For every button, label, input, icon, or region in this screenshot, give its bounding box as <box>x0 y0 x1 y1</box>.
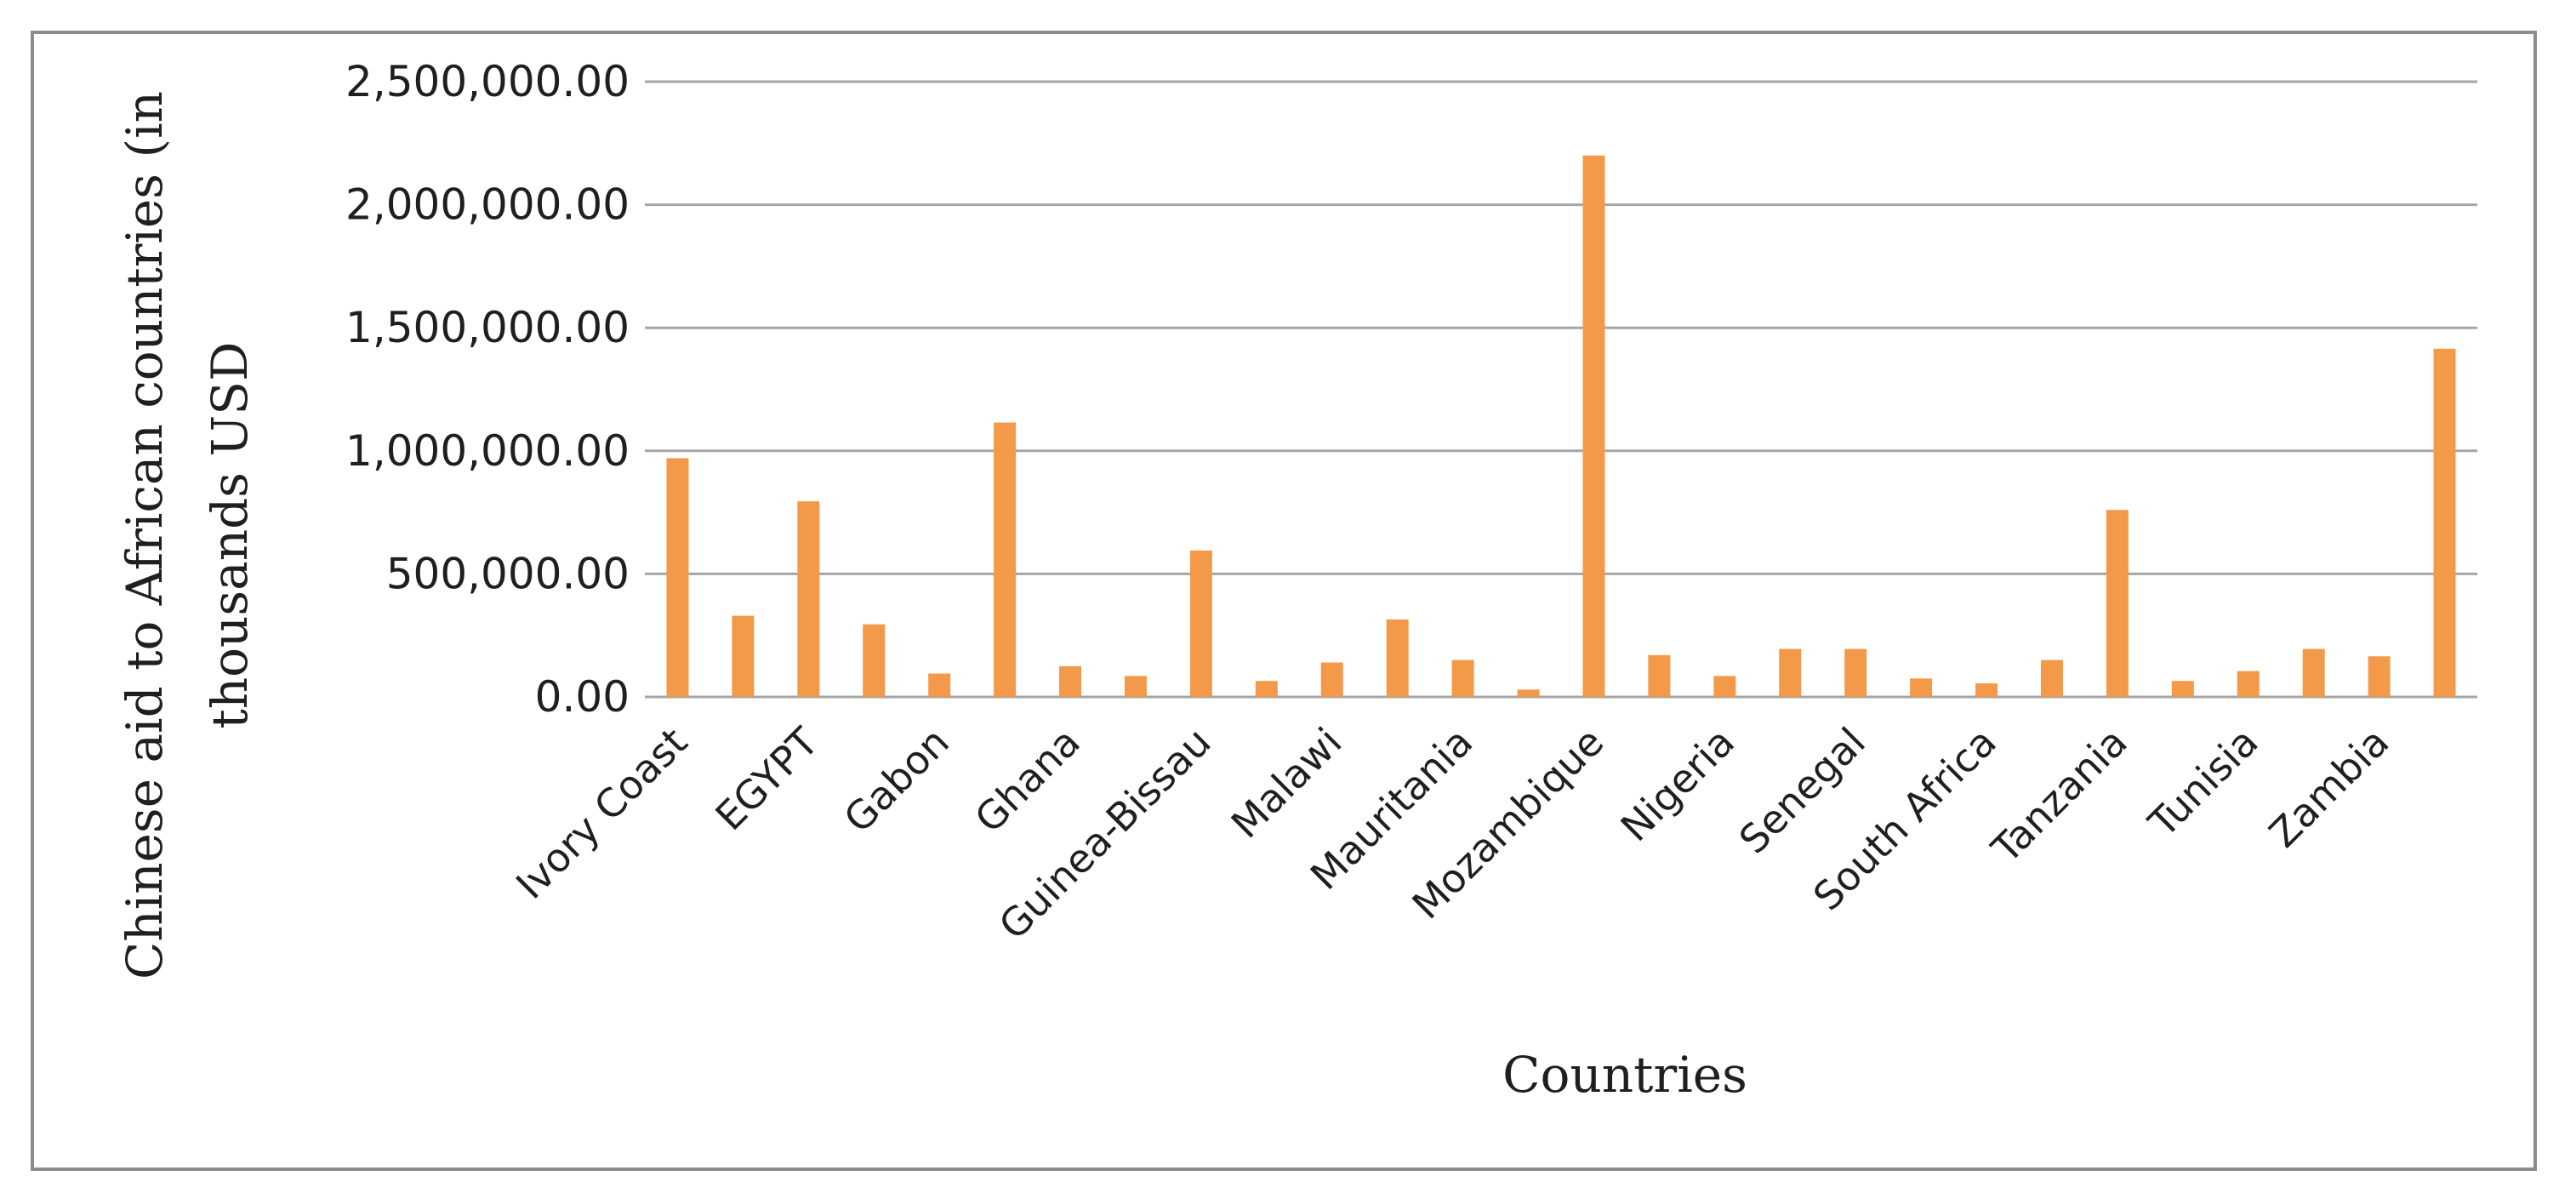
bar <box>994 422 1017 697</box>
bar <box>1910 678 1933 697</box>
bar <box>797 501 820 697</box>
y-axis-title-line-1: Chinese aid to African countries (in <box>116 91 174 979</box>
x-tick-label: Tanzania <box>1982 719 2136 873</box>
bars <box>666 155 2456 697</box>
bar <box>1582 155 1605 697</box>
bar <box>2368 656 2391 697</box>
x-tick-label: Nigeria <box>1612 719 1744 851</box>
bar <box>1189 550 1212 697</box>
bar <box>666 458 689 697</box>
x-tick-label: Ghana <box>966 719 1088 842</box>
bar <box>2433 348 2456 697</box>
x-axis-title: Countries <box>1502 1046 1747 1104</box>
y-tick-label: 500,000.00 <box>386 549 630 598</box>
y-tick-label: 1,500,000.00 <box>345 303 630 352</box>
x-tick-label: EGYPT <box>706 718 827 839</box>
bar <box>1713 676 1736 697</box>
x-tick-label: Zambia <box>2260 719 2398 857</box>
bar <box>732 615 755 697</box>
y-tick-label: 2,000,000.00 <box>345 180 630 230</box>
bar <box>2040 659 2063 697</box>
bar <box>1451 659 1474 697</box>
x-tick-label: Gabon <box>835 719 957 842</box>
bar <box>2302 648 2325 697</box>
bar <box>1517 689 1540 697</box>
bar <box>1059 665 1082 697</box>
bar <box>1386 619 1409 697</box>
y-tick-label: 2,500,000.00 <box>345 57 630 106</box>
bar <box>2237 671 2260 697</box>
x-tick-label: Ivory Coast <box>507 719 696 908</box>
bar <box>1648 654 1671 697</box>
bar <box>1124 676 1147 697</box>
bar <box>1320 662 1343 697</box>
bar <box>2171 681 2194 697</box>
x-tick-label: Malawi <box>1222 719 1351 848</box>
y-tick-label: 1,000,000.00 <box>345 426 630 476</box>
x-tick-label: Tunisia <box>2140 719 2267 847</box>
bar <box>1975 683 1998 697</box>
bar <box>1844 648 1867 697</box>
bar <box>928 673 951 697</box>
bar <box>2106 510 2129 697</box>
y-axis-ticks: 0.00 500,000.00 1,000,000.00 1,500,000.00 2,… <box>345 57 630 722</box>
gridlines <box>645 80 2477 699</box>
bar <box>863 624 886 697</box>
bar <box>1779 648 1802 697</box>
y-tick-label: 0.00 <box>535 672 630 722</box>
bar <box>1255 681 1278 697</box>
y-axis-title-line-2: thousands USD <box>201 341 259 728</box>
